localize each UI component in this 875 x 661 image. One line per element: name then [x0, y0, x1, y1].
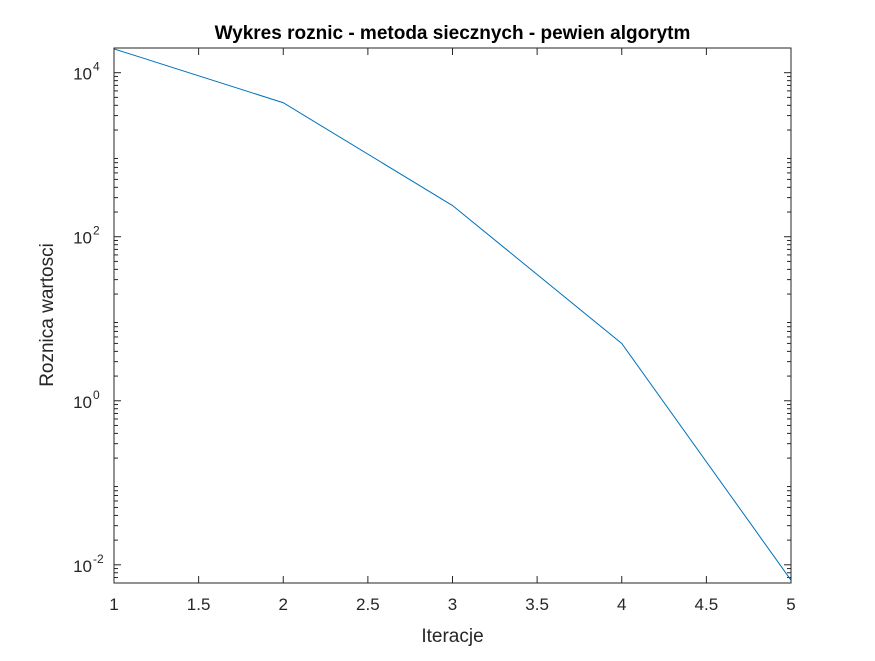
x-tick-label: 1.5 — [187, 595, 211, 614]
x-axis-label: Iteracje — [421, 626, 483, 647]
series-layer — [113, 48, 792, 581]
y-tick-base: 10 — [73, 65, 92, 84]
y-axis-label: Roznica wartosci — [37, 243, 58, 387]
x-tick-label: 2 — [279, 595, 288, 614]
series-line — [113, 48, 792, 581]
y-tick-label: 10 — [73, 65, 92, 84]
y-tick-label: 10 — [73, 393, 92, 412]
chart-title: Wykres roznic - metoda siecznych - pewie… — [215, 23, 691, 44]
y-tick-base: 10 — [73, 557, 92, 576]
y-tick-label: 10 — [73, 557, 92, 576]
y-tick-exponent: -2 — [93, 552, 104, 566]
x-tick-label: 1 — [109, 595, 118, 614]
x-tick-labels: 1 1.5 2 2.5 3 3.5 4 4.5 5 — [109, 595, 795, 614]
minor-ticks — [114, 75, 791, 579]
y-tick-base: 10 — [73, 393, 92, 412]
x-tick-label: 4 — [617, 595, 626, 614]
x-tick-label: 3.5 — [525, 595, 549, 614]
y-tick-exponent: 2 — [93, 224, 100, 238]
x-tick-label: 5 — [786, 595, 795, 614]
y-tick-label: 10 — [73, 229, 92, 248]
x-tick-label: 4.5 — [695, 595, 719, 614]
y-tick-exponent: 4 — [93, 60, 100, 74]
axes-box — [113, 47, 792, 584]
x-tick-label: 3 — [448, 595, 457, 614]
y-tick-exponent: 0 — [93, 388, 100, 402]
y-tick-base: 10 — [73, 229, 92, 248]
x-tick-label: 2.5 — [356, 595, 380, 614]
plot-area — [114, 48, 791, 583]
